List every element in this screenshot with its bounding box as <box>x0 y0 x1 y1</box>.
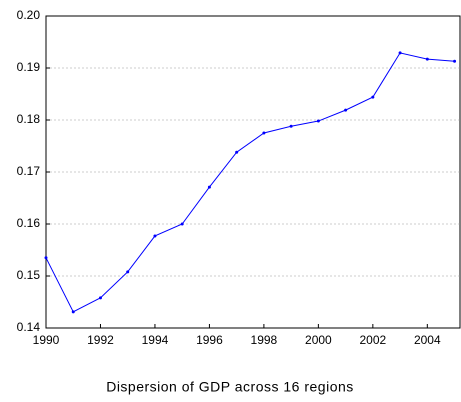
x-tick-label: 1990 <box>33 333 60 347</box>
chart-caption: Dispersion of GDP across 16 regions <box>106 379 354 395</box>
x-tick-label: 1998 <box>251 333 278 347</box>
data-point <box>207 185 211 189</box>
data-point <box>425 57 429 61</box>
y-tick-label: 0.17 <box>17 164 41 178</box>
data-point <box>126 270 130 274</box>
data-point <box>180 222 184 226</box>
x-tick-label: 2004 <box>414 333 441 347</box>
x-tick-label: 1992 <box>87 333 114 347</box>
y-tick-label: 0.20 <box>17 8 41 22</box>
data-point <box>262 131 266 135</box>
y-tick-label: 0.19 <box>17 60 41 74</box>
data-point <box>453 59 457 63</box>
y-tick-label: 0.18 <box>17 112 41 126</box>
data-point <box>153 234 157 238</box>
data-point <box>44 256 48 260</box>
plot-frame <box>45 15 461 329</box>
x-tick-label: 2000 <box>305 333 332 347</box>
data-point <box>344 108 348 112</box>
y-tick-label: 0.16 <box>17 216 41 230</box>
data-point <box>71 310 75 314</box>
data-point <box>371 95 375 99</box>
y-tick-label: 0.15 <box>17 268 41 282</box>
x-tick-label: 1994 <box>142 333 169 347</box>
data-point <box>289 124 293 128</box>
data-point <box>398 51 402 55</box>
data-point <box>235 150 239 154</box>
data-line <box>45 52 455 313</box>
data-point <box>316 119 320 123</box>
x-tick-label: 1996 <box>196 333 223 347</box>
x-tick-label: 2002 <box>359 333 386 347</box>
data-point <box>98 296 102 300</box>
y-tick-label: 0.14 <box>17 320 41 334</box>
